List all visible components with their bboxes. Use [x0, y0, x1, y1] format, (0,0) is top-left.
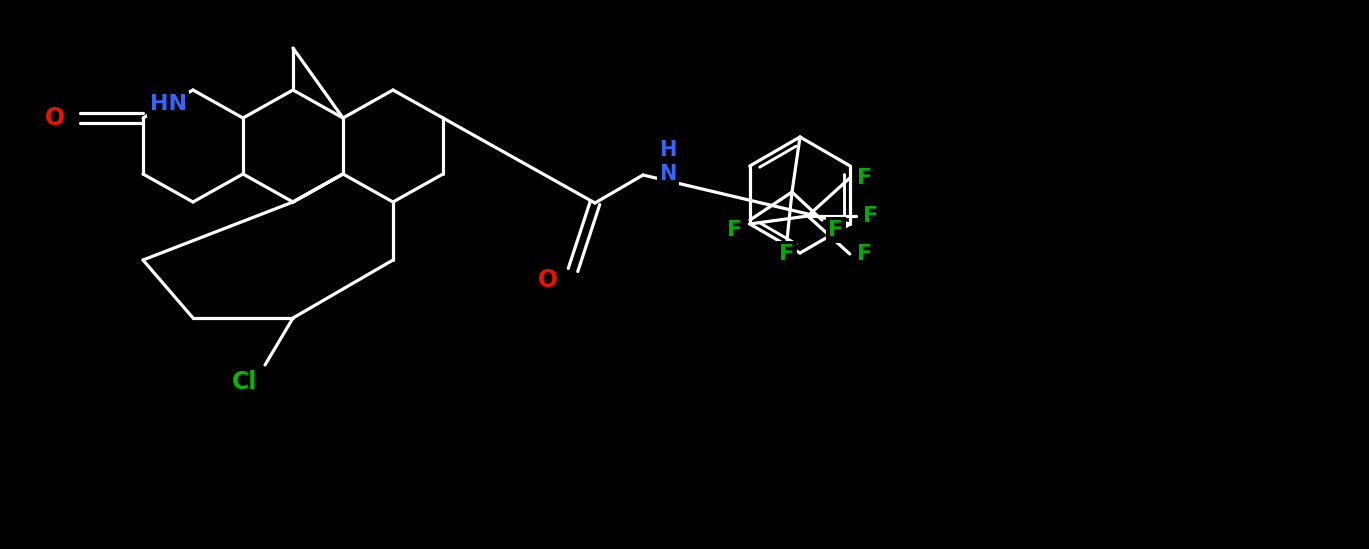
Text: F: F — [727, 220, 742, 240]
Text: F: F — [828, 220, 843, 240]
Text: H
N: H N — [660, 141, 676, 183]
Text: Cl: Cl — [233, 370, 257, 394]
Text: O: O — [45, 106, 66, 130]
Text: HN: HN — [149, 94, 186, 114]
Text: F: F — [857, 168, 872, 188]
Text: F: F — [779, 244, 794, 264]
Text: F: F — [864, 206, 879, 226]
Text: O: O — [538, 268, 559, 292]
Text: F: F — [857, 244, 872, 264]
